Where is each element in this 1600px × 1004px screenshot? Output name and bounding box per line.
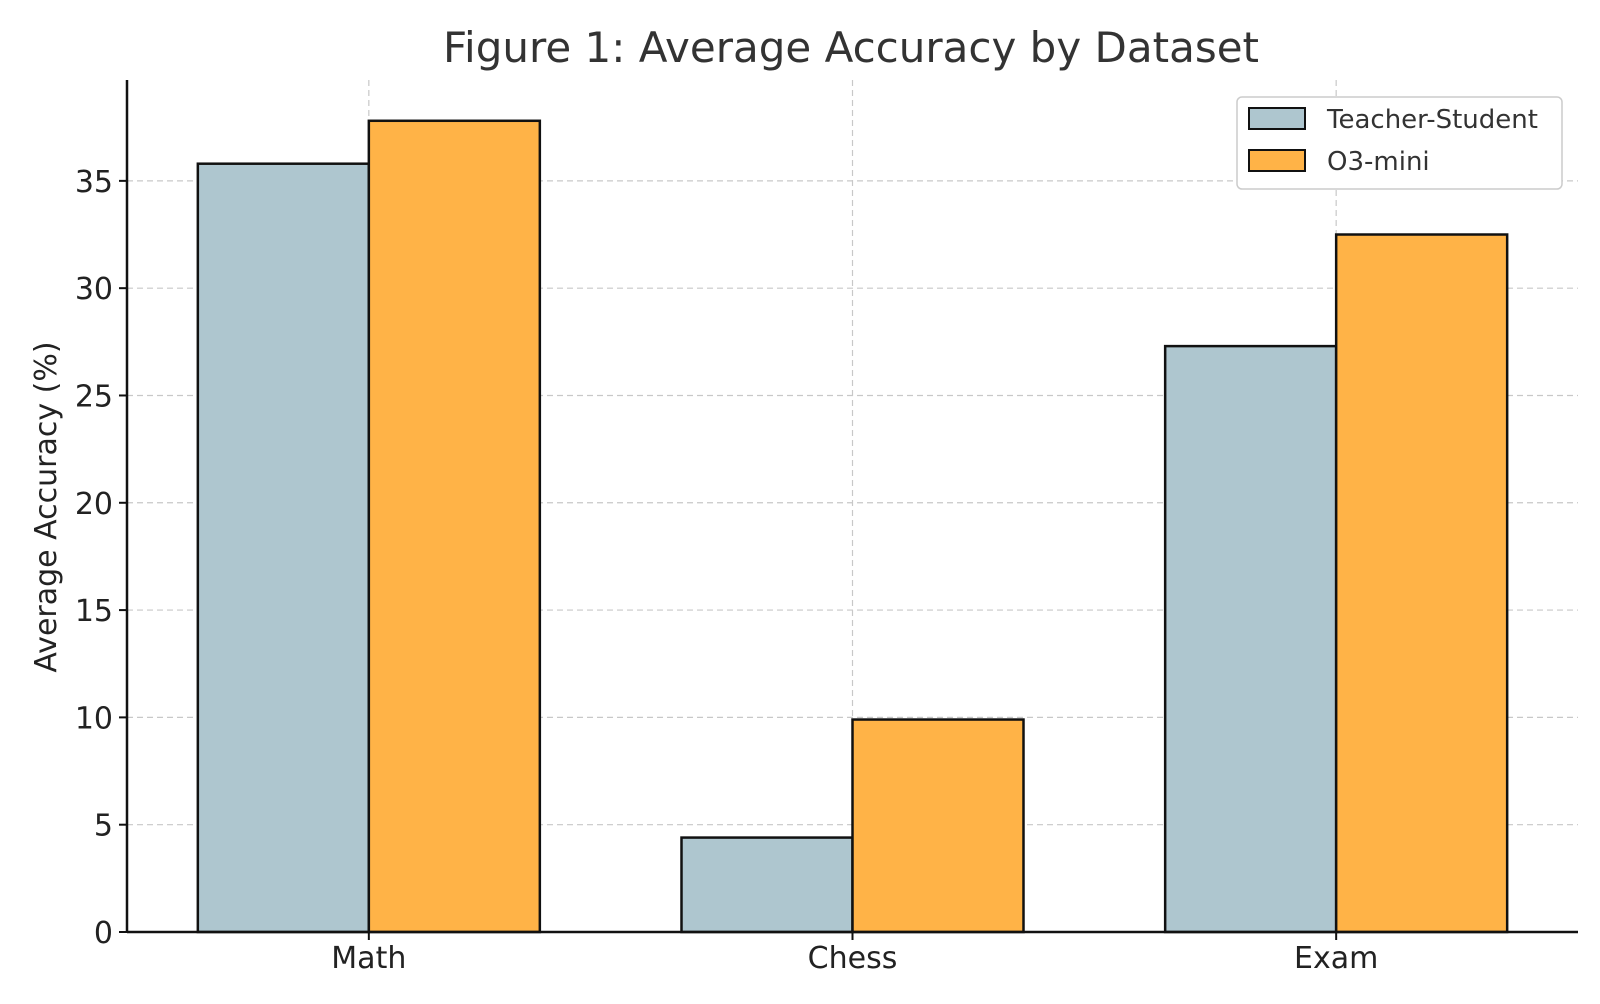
bar-o3-mini-chess — [851, 718, 1025, 934]
tick-labels: 0 5 10 15 20 25 30 35 Math Chess Exam — [75, 165, 1379, 976]
legend-swatch-o3-mini — [1248, 149, 1306, 172]
chart-title: Figure 1: Average Accuracy by Dataset — [443, 23, 1259, 72]
y-tick-label: 5 — [94, 809, 113, 844]
legend-label-o3-mini: O3-mini — [1327, 147, 1430, 177]
legend-swatch-teacher-student — [1248, 107, 1306, 130]
legend-label-teacher-student: Teacher-Student — [1326, 105, 1538, 135]
y-tick-label: 25 — [75, 379, 113, 414]
bar-teacher-student-chess — [680, 836, 854, 934]
y-tick-label: 30 — [75, 272, 113, 307]
bar-o3-mini-math — [367, 119, 542, 934]
y-axis-label: Average Accuracy (%) — [29, 341, 64, 672]
legend: Teacher-Student O3-mini — [1236, 96, 1563, 190]
y-tick-label: 20 — [75, 487, 113, 522]
bar-teacher-student-math — [196, 162, 371, 934]
bar-o3-mini-exam — [1334, 233, 1509, 934]
y-tick-label: 0 — [94, 916, 113, 951]
bar-teacher-student-exam — [1163, 344, 1338, 934]
legend-frame — [1236, 96, 1563, 190]
x-tick-label: Math — [331, 941, 406, 976]
y-tick-label: 10 — [75, 701, 113, 736]
y-tick-label: 35 — [75, 165, 113, 200]
bars — [196, 119, 1509, 934]
axes — [119, 80, 1578, 940]
x-tick-label: Exam — [1294, 941, 1378, 976]
y-tick-label: 15 — [75, 594, 113, 629]
x-tick-label: Chess — [808, 941, 898, 976]
